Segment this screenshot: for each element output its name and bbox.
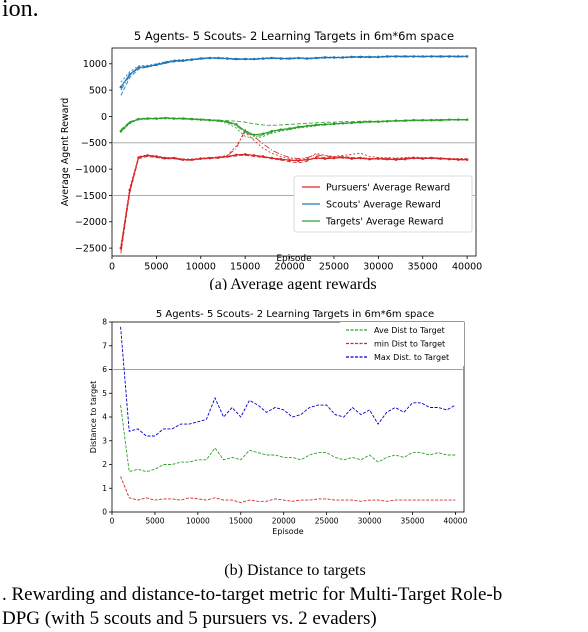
series-run-line bbox=[120, 55, 468, 91]
subcaption-b: (b) Distance to targets bbox=[224, 562, 366, 579]
y-tick-label: 1000 bbox=[83, 59, 107, 70]
series-line bbox=[120, 326, 456, 437]
x-axis-label: Episode bbox=[272, 527, 303, 536]
data-point bbox=[243, 153, 247, 156]
series-min-dist-to-target bbox=[120, 476, 456, 503]
y-tick-label: 6 bbox=[102, 365, 107, 374]
legend-label: Ave Dist to Target bbox=[374, 326, 445, 335]
series-line bbox=[120, 476, 456, 503]
y-tick-label: 0 bbox=[101, 112, 107, 123]
series-run-line bbox=[120, 128, 468, 251]
subcaption-a: (a) Average agent rewards bbox=[209, 276, 377, 290]
data-point bbox=[332, 156, 336, 160]
plot-area bbox=[111, 47, 477, 257]
y-tick-label: 4 bbox=[102, 413, 107, 422]
data-point bbox=[234, 57, 238, 61]
x-tick-label: 40000 bbox=[443, 517, 467, 526]
x-tick-label: 15000 bbox=[230, 262, 260, 273]
series-line bbox=[120, 405, 456, 473]
series-run-line bbox=[120, 117, 468, 137]
header-text-fragment: ion. bbox=[2, 0, 39, 22]
data-point bbox=[306, 158, 309, 161]
legend-label: Scouts' Average Reward bbox=[326, 199, 441, 210]
y-tick-label: 2 bbox=[102, 460, 107, 469]
figure-caption-line-2: DPG (with 5 scouts and 5 pursuers vs. 2 … bbox=[2, 608, 377, 629]
x-tick-label: 35000 bbox=[401, 517, 425, 526]
series-run-line bbox=[120, 55, 468, 83]
series-run-line bbox=[120, 131, 468, 246]
data-point bbox=[261, 155, 265, 158]
data-point bbox=[119, 85, 123, 89]
data-point bbox=[297, 159, 300, 162]
x-tick-label: 40000 bbox=[452, 262, 482, 273]
reward-chart: 5 Agents- 5 Scouts- 2 Learning Targets i… bbox=[60, 29, 482, 273]
x-tick-label: 30000 bbox=[363, 262, 393, 273]
series-targets-average-reward bbox=[119, 116, 469, 140]
x-tick-label: 20000 bbox=[272, 517, 296, 526]
series-run-line bbox=[120, 117, 468, 130]
series-run-line bbox=[120, 56, 468, 96]
data-point bbox=[128, 73, 132, 76]
distance-chart: 5 Agents- 5 Scouts- 2 Learning Targets i… bbox=[89, 309, 468, 536]
y-tick-label: 7 bbox=[102, 341, 107, 350]
x-tick-label: 25000 bbox=[315, 517, 339, 526]
y-tick-label: −500 bbox=[81, 138, 107, 149]
legend-label: Max Dist. to Target bbox=[374, 353, 449, 362]
x-axis-label: Episode bbox=[276, 254, 312, 264]
data-point bbox=[288, 158, 291, 162]
y-tick-label: −1000 bbox=[75, 164, 107, 175]
x-tick-label: 25000 bbox=[319, 262, 349, 273]
y-tick-label: 0 bbox=[102, 508, 107, 517]
chart-title: 5 Agents- 5 Scouts- 2 Learning Targets i… bbox=[134, 29, 454, 43]
x-tick-label: 20000 bbox=[274, 262, 304, 273]
figure-caption-line-1: . Rewarding and distance-to-target metri… bbox=[2, 584, 503, 605]
data-point bbox=[252, 133, 256, 137]
x-tick-label: 15000 bbox=[229, 517, 253, 526]
data-point bbox=[314, 156, 318, 160]
legend: Pursuers' Average Reward Scouts' Average … bbox=[293, 175, 473, 233]
series-run-line bbox=[120, 154, 468, 254]
data-point bbox=[279, 157, 282, 161]
y-tick-label: 500 bbox=[89, 85, 107, 96]
x-tick-label: 5000 bbox=[145, 517, 164, 526]
y-tick-label: 8 bbox=[102, 318, 107, 327]
chart-title: 5 Agents- 5 Scouts- 2 Learning Targets i… bbox=[156, 309, 434, 320]
series-max-dist-to-target bbox=[120, 326, 456, 437]
data-point bbox=[306, 124, 309, 128]
legend: Ave Dist to Target min Dist to Target Max … bbox=[340, 322, 464, 366]
y-axis-label: Distance to target bbox=[89, 381, 98, 453]
y-tick-label: −2500 bbox=[75, 243, 107, 254]
legend-label: Pursuers' Average Reward bbox=[326, 182, 450, 193]
x-tick-label: 30000 bbox=[358, 517, 382, 526]
series-scouts-average-reward bbox=[119, 55, 469, 96]
data-point bbox=[270, 129, 274, 133]
x-tick-label: 35000 bbox=[408, 262, 438, 273]
data-point bbox=[234, 123, 238, 126]
legend-label: min Dist to Target bbox=[374, 339, 445, 348]
x-tick-label: 0 bbox=[109, 262, 115, 273]
y-axis-label: Average Agent Reward bbox=[60, 98, 71, 207]
x-tick-label: 5000 bbox=[144, 262, 168, 273]
y-tick-label: 5 bbox=[102, 389, 107, 398]
x-tick-label: 10000 bbox=[186, 262, 216, 273]
series-ave-dist-to-target bbox=[120, 405, 456, 473]
data-point bbox=[243, 129, 247, 133]
legend-label: Targets' Average Reward bbox=[325, 216, 443, 227]
y-tick-label: −2000 bbox=[75, 217, 107, 228]
x-tick-label: 0 bbox=[110, 517, 115, 526]
x-tick-label: 10000 bbox=[186, 517, 210, 526]
y-tick-label: −1500 bbox=[75, 191, 107, 202]
y-tick-label: 3 bbox=[102, 436, 107, 445]
data-point bbox=[137, 66, 140, 69]
data-point bbox=[261, 132, 265, 136]
series-run-line bbox=[120, 118, 468, 140]
data-point bbox=[323, 157, 327, 160]
y-tick-label: 1 bbox=[102, 484, 107, 493]
series-pursuers-average-reward bbox=[119, 128, 469, 254]
